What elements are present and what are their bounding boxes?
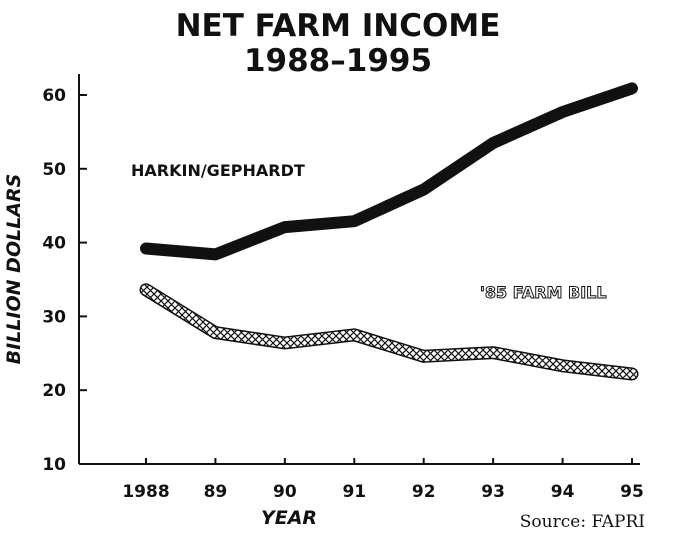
x-tick-label: 90 — [273, 482, 297, 502]
y-axis-label: BILLION DOLLARS — [3, 174, 25, 365]
y-ticks: 10 20 30 40 50 60 — [42, 86, 87, 475]
y-tick-label: 50 — [42, 160, 66, 180]
y-tick-label: 10 — [42, 455, 66, 475]
y-tick-label: 60 — [42, 86, 66, 106]
x-tick-label: 91 — [342, 482, 366, 502]
series-line-85-farm-bill — [141, 284, 637, 379]
x-ticks: 1988 89 90 91 92 93 94 95 — [122, 458, 644, 502]
x-tick-label: 92 — [412, 482, 436, 502]
y-tick-label: 20 — [42, 381, 66, 401]
x-tick-label: 94 — [551, 482, 575, 502]
chart-title-line-2: 1988–1995 — [244, 43, 432, 79]
y-tick-label: 40 — [42, 234, 66, 254]
series-label-harkin-gephardt: HARKIN/GEPHARDT — [131, 161, 305, 180]
x-tick-label: 1988 — [122, 482, 169, 502]
series-line-harkin-gephardt — [140, 82, 638, 261]
x-tick-label: 93 — [481, 482, 505, 502]
axes — [78, 74, 640, 465]
source-note: Source: FAPRI — [520, 512, 645, 532]
chart-title-line-1: NET FARM INCOME — [176, 8, 501, 44]
x-axis-label: YEAR — [261, 507, 317, 529]
x-tick-label: 89 — [204, 482, 228, 502]
y-tick-label: 30 — [42, 307, 66, 327]
series-label-85-farm-bill: '85 FARM BILL — [480, 283, 607, 302]
series-layer — [139, 82, 639, 381]
x-tick-label: 95 — [620, 482, 644, 502]
